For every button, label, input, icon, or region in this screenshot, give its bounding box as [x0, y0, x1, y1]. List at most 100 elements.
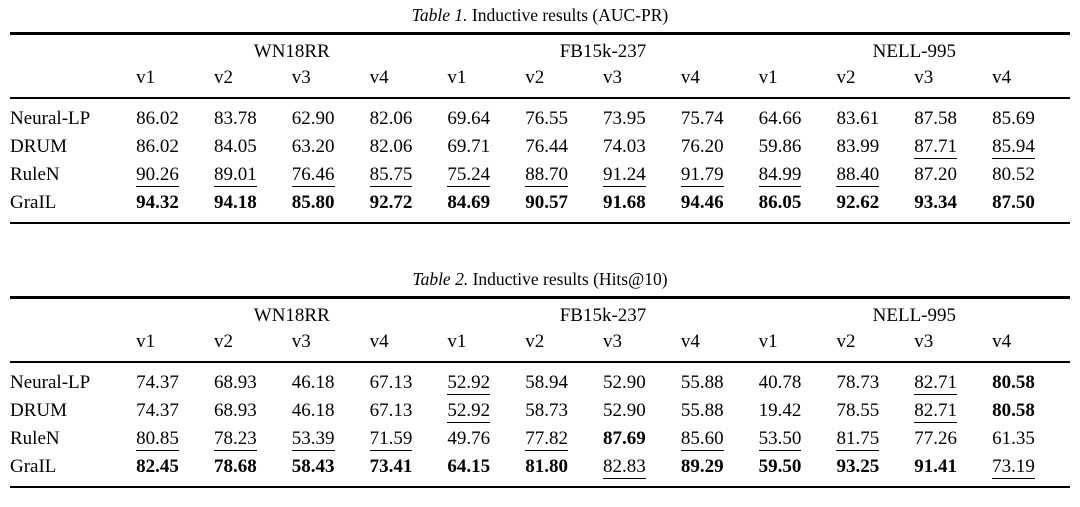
metric-cell: 86.02 — [136, 108, 179, 129]
method-label: GraIL — [10, 192, 57, 213]
version-header: v2 — [213, 67, 233, 88]
corner-cell — [10, 64, 136, 98]
metric-cell: 88.40 — [836, 164, 880, 187]
version-header: v2 — [836, 331, 856, 352]
metric-cell: 80.58 — [992, 400, 1035, 421]
corner-cell — [10, 328, 136, 362]
version-header: v1 — [136, 331, 156, 352]
version-header: v3 — [291, 331, 311, 352]
metric-cell: 89.01 — [213, 164, 257, 187]
metric-cell: 91.79 — [680, 164, 724, 187]
metric-cell: 78.23 — [213, 428, 257, 451]
version-header: v2 — [836, 67, 856, 88]
metric-cell: 94.32 — [136, 192, 179, 213]
metric-cell: 89.29 — [680, 456, 724, 477]
dataset-header: WN18RR — [253, 41, 330, 62]
metric-cell: 76.46 — [291, 164, 335, 187]
dataset-header: NELL-995 — [872, 305, 957, 326]
table-row: GraIL 94.32 94.18 85.80 92.72 84.69 90.57 91.68… — [10, 189, 1070, 224]
metric-cell: 81.80 — [525, 456, 568, 477]
table-body: Neural-LP 86.02 83.78 62.90 82.06 69.64 76.55 7… — [10, 98, 1070, 223]
metric-cell: 77.82 — [525, 428, 568, 451]
version-header: v1 — [758, 67, 778, 88]
metric-cell: 86.02 — [136, 136, 179, 157]
metric-cell: 92.72 — [369, 192, 413, 213]
metric-cell: 73.19 — [992, 456, 1035, 479]
version-header: v4 — [369, 67, 389, 88]
version-header: v2 — [213, 331, 233, 352]
metric-cell: 84.69 — [447, 192, 491, 213]
version-header: v2 — [525, 331, 545, 352]
version-header: v4 — [369, 331, 389, 352]
table-body: Neural-LP 74.37 68.93 46.18 67.13 52.92 58.94 5… — [10, 362, 1070, 487]
version-header: v1 — [447, 67, 467, 88]
metric-cell: 85.75 — [369, 164, 413, 187]
metric-cell: 46.18 — [291, 372, 335, 393]
version-header: v1 — [447, 331, 467, 352]
metric-cell: 19.42 — [758, 400, 802, 421]
version-header: v1 — [136, 67, 156, 88]
metric-cell: 75.74 — [680, 108, 724, 129]
metric-cell: 80.52 — [992, 164, 1035, 185]
version-header: v3 — [603, 67, 623, 88]
metric-cell: 64.15 — [447, 456, 491, 477]
metric-cell: 82.83 — [603, 456, 646, 479]
metric-cell: 93.25 — [836, 456, 880, 477]
table-2-section: Table 2. Inductive results (Hits@10) WN1… — [10, 268, 1070, 488]
metric-cell: 40.78 — [758, 372, 802, 393]
version-header: v4 — [992, 331, 1012, 352]
version-header: v3 — [603, 331, 623, 352]
method-label: GraIL — [10, 456, 57, 477]
metric-cell: 78.68 — [213, 456, 257, 477]
metric-cell: 59.86 — [758, 136, 802, 157]
metric-cell: 64.66 — [758, 108, 802, 129]
group-header-row: WN18RR FB15k-237 NELL-995 — [10, 34, 1070, 65]
metric-cell: 85.94 — [992, 136, 1035, 159]
version-header: v4 — [680, 331, 700, 352]
metric-cell: 87.71 — [914, 136, 958, 159]
metric-cell: 87.58 — [914, 108, 958, 129]
metric-cell: 90.57 — [525, 192, 568, 213]
metric-cell: 76.55 — [525, 108, 568, 129]
metric-cell: 71.59 — [369, 428, 413, 451]
metric-cell: 74.37 — [136, 372, 179, 393]
metric-cell: 52.92 — [447, 400, 491, 423]
table-1-caption-text: Inductive results (AUC-PR) — [471, 5, 669, 25]
metric-cell: 82.06 — [369, 136, 413, 157]
metric-cell: 58.94 — [525, 372, 568, 393]
metric-cell: 80.58 — [992, 372, 1035, 393]
metric-cell: 81.75 — [836, 428, 880, 451]
method-label: RuleN — [10, 428, 60, 449]
metric-cell: 74.03 — [603, 136, 646, 157]
metric-cell: 73.95 — [603, 108, 646, 129]
metric-cell: 87.50 — [992, 192, 1035, 213]
version-header: v4 — [680, 67, 700, 88]
metric-cell: 82.45 — [136, 456, 179, 477]
metric-cell: 86.05 — [758, 192, 802, 213]
method-label: RuleN — [10, 164, 60, 185]
metric-cell: 53.39 — [291, 428, 335, 451]
metric-cell: 83.78 — [213, 108, 257, 129]
metric-cell: 76.20 — [680, 136, 724, 157]
metric-cell: 83.99 — [836, 136, 880, 157]
table-row: Neural-LP 74.37 68.93 46.18 67.13 52.92 58.94 5… — [10, 362, 1070, 397]
metric-cell: 52.90 — [603, 372, 646, 393]
metric-cell: 84.05 — [213, 136, 257, 157]
table-row: RuleN 90.26 89.01 76.46 85.75 75.24 88.70 91.24… — [10, 161, 1070, 189]
version-header: v4 — [992, 67, 1012, 88]
metric-cell: 75.24 — [447, 164, 491, 187]
metric-cell: 49.76 — [447, 428, 491, 449]
table-row: DRUM 74.37 68.93 46.18 67.13 52.92 58.73 52.90 5… — [10, 397, 1070, 425]
method-label: DRUM — [10, 400, 68, 421]
table-row: GraIL 82.45 78.68 58.43 73.41 64.15 81.80 82.83… — [10, 453, 1070, 488]
version-header-row: v1 v2 v3 v4 v1 v2 v3 v4 v1 v2 v3 v4 — [10, 328, 1070, 362]
method-label: DRUM — [10, 136, 68, 157]
metric-cell: 46.18 — [291, 400, 335, 421]
metric-cell: 91.68 — [603, 192, 646, 213]
table-1-caption: Table 1. Inductive results (AUC-PR) — [10, 4, 1070, 26]
metric-cell: 55.88 — [680, 400, 724, 421]
method-label: Neural-LP — [10, 108, 91, 129]
metric-cell: 62.90 — [291, 108, 335, 129]
metric-cell: 85.69 — [992, 108, 1035, 129]
metric-cell: 61.35 — [992, 428, 1035, 449]
